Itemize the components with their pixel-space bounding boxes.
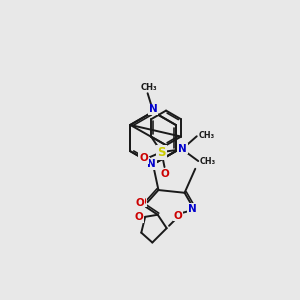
Text: N: N [147,159,156,169]
Text: CH₃: CH₃ [200,157,216,166]
Text: CH₃: CH₃ [141,83,158,92]
Text: N: N [148,104,158,114]
Text: N: N [178,143,187,154]
Text: S: S [157,146,166,159]
Text: O: O [134,212,143,222]
Text: N: N [188,204,197,214]
Text: O: O [139,153,148,163]
Text: CH₃: CH₃ [198,131,214,140]
Text: O: O [173,211,182,220]
Text: H: H [142,158,149,166]
Text: O: O [135,198,144,208]
Text: O: O [137,196,146,207]
Text: O: O [160,169,169,178]
